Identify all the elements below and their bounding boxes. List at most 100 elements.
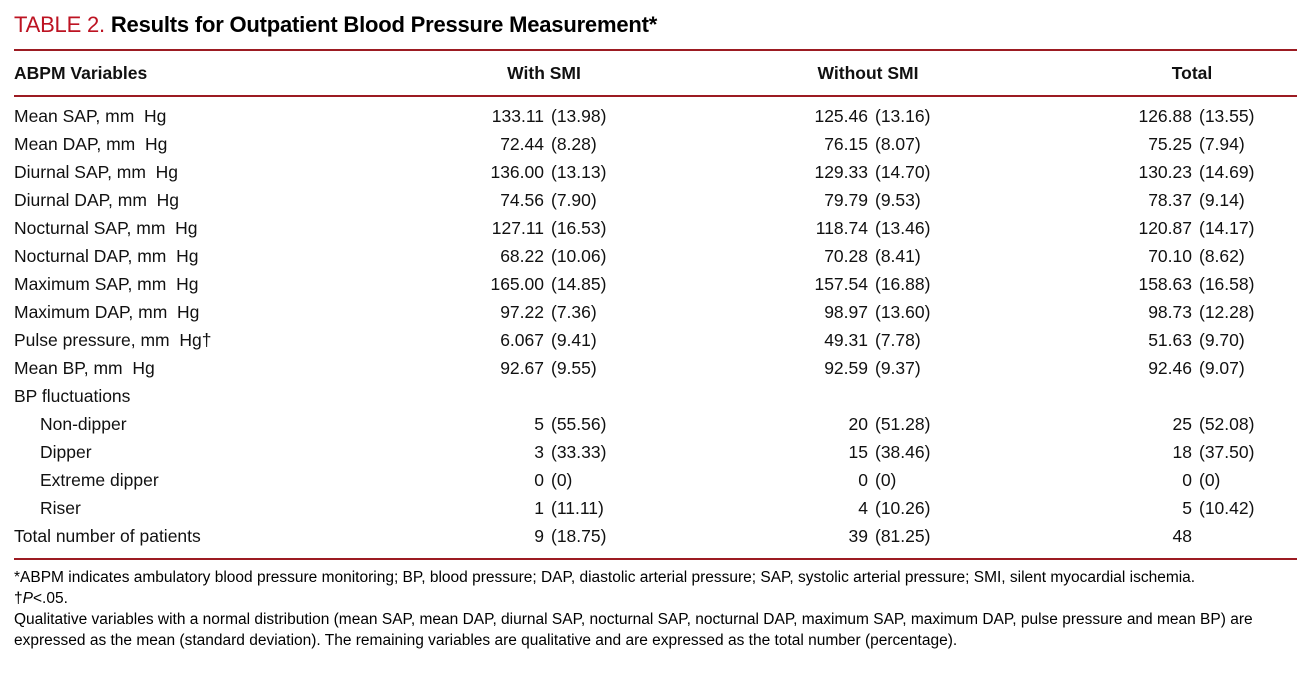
cell-sd — [1192, 382, 1307, 410]
cell-value: 136.00 — [490, 162, 544, 182]
cell-sd: (9.55) — [551, 358, 597, 378]
cell-without-smi: 76.15 (8.07) — [706, 130, 1030, 158]
cell-sd: (14.70) — [875, 162, 931, 182]
cell-total: 0 (0) — [1030, 466, 1307, 494]
cell-value: 0 — [1182, 470, 1192, 490]
cell-with-smi: 6.067 (9.41) — [382, 326, 706, 354]
cell-sd: (0) — [875, 470, 897, 490]
cell-value: 25 — [1172, 414, 1192, 434]
table-row: Diurnal SAP, mm Hg 136.00 (13.13) 129.33 (… — [14, 158, 1307, 186]
cell-value: 0 — [858, 470, 868, 490]
cell-sd: (0) — [1199, 470, 1221, 490]
table-row: Riser 1 (11.11) 4 (10.26) 5 (10.42) — [14, 494, 1307, 522]
footnotes: *ABPM indicates ambulatory blood pressur… — [14, 560, 1297, 651]
cell-total: 25 (52.08) — [1030, 410, 1307, 438]
cell-without-smi: 70.28 (8.41) — [706, 242, 1030, 270]
cell-without-smi: 15 (38.46) — [706, 438, 1030, 466]
rule-header — [14, 95, 1297, 97]
cell-without-smi: 157.54 (16.88) — [706, 270, 1030, 298]
cell-value — [1030, 382, 1192, 410]
cell-total: 5 (10.42) — [1030, 494, 1307, 522]
table-row: Maximum DAP, mm Hg 97.22 (7.36) 98.97 (13.… — [14, 298, 1307, 326]
cell-value: 5 — [1182, 498, 1192, 518]
cell-value: 92.59 — [824, 358, 868, 378]
cell-total: 18 (37.50) — [1030, 438, 1307, 466]
rule-top — [14, 49, 1297, 51]
table-row: Dipper 3 (33.33) 15 (38.46) 18 (37.50) — [14, 438, 1307, 466]
footnote-pvalue: †P<.05. — [14, 588, 1297, 609]
cell-sd: (12.28) — [1199, 302, 1255, 322]
cell-sd: (9.53) — [875, 190, 921, 210]
cell-value: 39 — [848, 526, 868, 546]
cell-value: 127.11 — [491, 218, 544, 238]
cell-sd: (13.46) — [875, 218, 931, 238]
row-label: Pulse pressure, mm Hg† — [14, 330, 212, 350]
cell-sd: (16.88) — [875, 274, 931, 294]
cell-with-smi: 0 (0) — [382, 466, 706, 494]
row-label: Mean DAP, mm Hg — [14, 134, 168, 154]
cell-sd: (38.46) — [875, 442, 931, 462]
cell-sd: (9.70) — [1199, 330, 1245, 350]
cell-value: 6.067 — [500, 330, 544, 350]
cell-without-smi: 39 (81.25) — [706, 522, 1030, 550]
cell-sd: (16.53) — [551, 218, 607, 238]
row-label: Dipper — [40, 442, 92, 462]
cell-sd: (8.07) — [875, 134, 921, 154]
row-label: Nocturnal SAP, mm Hg — [14, 218, 198, 238]
cell-sd: (10.42) — [1199, 498, 1255, 518]
dagger-symbol: † — [14, 590, 23, 607]
cell-without-smi: 118.74 (13.46) — [706, 214, 1030, 242]
table-row: Mean SAP, mm Hg 133.11 (13.98) 125.46 (13.… — [14, 102, 1307, 130]
cell-value: 165.00 — [490, 274, 544, 294]
table-row: Pulse pressure, mm Hg† 6.067 (9.41) 49.31… — [14, 326, 1307, 354]
cell-sd: (14.85) — [551, 274, 607, 294]
cell-value: 79.79 — [824, 190, 868, 210]
cell-total: 130.23 (14.69) — [1030, 158, 1307, 186]
cell-value: 158.63 — [1138, 274, 1192, 294]
cell-sd: (7.90) — [551, 190, 597, 210]
table-title: TABLE 2. Results for Outpatient Blood Pr… — [14, 12, 1295, 38]
cell-value: 9 — [534, 526, 544, 546]
row-label: BP fluctuations — [14, 386, 131, 406]
row-label: Mean SAP, mm Hg — [14, 106, 167, 126]
cell-sd: (7.78) — [875, 330, 921, 350]
cell-without-smi: 20 (51.28) — [706, 410, 1030, 438]
cell-without-smi: 129.33 (14.70) — [706, 158, 1030, 186]
cell-value: 4 — [858, 498, 868, 518]
cell-sd: (13.55) — [1199, 106, 1255, 126]
cell-without-smi: 0 (0) — [706, 466, 1030, 494]
cell-sd: (13.60) — [875, 302, 931, 322]
row-label: Non-dipper — [40, 414, 127, 434]
cell-value: 120.87 — [1138, 218, 1192, 238]
cell-value: 0 — [534, 470, 544, 490]
table-row: Extreme dipper 0 (0) 0 (0) 0 (0) — [14, 466, 1307, 494]
table-page: TABLE 2. Results for Outpatient Blood Pr… — [14, 12, 1307, 651]
cell-total — [1030, 382, 1307, 410]
cell-total: 158.63 (16.58) — [1030, 270, 1307, 298]
cell-sd: (14.69) — [1199, 162, 1255, 182]
cell-sd: (7.94) — [1199, 134, 1245, 154]
results-table: ABPM Variables With SMI Without SMI Tota… — [14, 51, 1307, 558]
cell-sd — [868, 382, 1030, 410]
row-label: Nocturnal DAP, mm Hg — [14, 246, 199, 266]
cell-sd: (81.25) — [875, 526, 931, 546]
rule-bottom — [14, 558, 1297, 560]
cell-sd: (7.36) — [551, 302, 597, 322]
table-row: Nocturnal SAP, mm Hg 127.11 (16.53) 118.7… — [14, 214, 1307, 242]
cell-without-smi — [706, 382, 1030, 410]
table-body: Mean SAP, mm Hg 133.11 (13.98) 125.46 (13.… — [14, 97, 1307, 558]
cell-total: 78.37 (9.14) — [1030, 186, 1307, 214]
table-caption: Results for Outpatient Blood Pressure Me… — [110, 12, 658, 37]
cell-total: 70.10 (8.62) — [1030, 242, 1307, 270]
table-row: Mean DAP, mm Hg 72.44 (8.28) 76.15 (8.07) … — [14, 130, 1307, 158]
cell-value: 97.22 — [500, 302, 544, 322]
cell-value: 76.15 — [824, 134, 868, 154]
cell-value: 15 — [848, 442, 868, 462]
cell-sd: (8.28) — [551, 134, 597, 154]
cell-value: 68.22 — [500, 246, 544, 266]
cell-sd: (16.58) — [1199, 274, 1255, 294]
cell-value — [382, 382, 544, 410]
cell-without-smi: 125.46 (13.16) — [706, 102, 1030, 130]
table-row: Non-dipper 5 (55.56) 20 (51.28) 25 (52.08) — [14, 410, 1307, 438]
column-header-without-smi: Without SMI — [817, 62, 919, 83]
